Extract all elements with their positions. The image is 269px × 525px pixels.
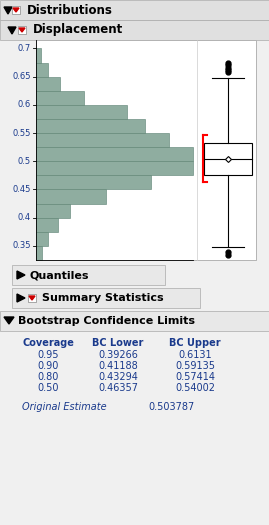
Text: BC Lower: BC Lower bbox=[92, 338, 144, 348]
Text: 0.55: 0.55 bbox=[13, 129, 31, 138]
Bar bbox=[0, 0, 269, 20]
Bar bbox=[36, 77, 60, 91]
Bar bbox=[36, 147, 193, 161]
Bar bbox=[12, 6, 20, 14]
Polygon shape bbox=[19, 28, 25, 32]
Polygon shape bbox=[17, 271, 25, 279]
Text: 0.45: 0.45 bbox=[13, 185, 31, 194]
Bar bbox=[12, 288, 200, 308]
Bar bbox=[36, 119, 145, 133]
Polygon shape bbox=[4, 7, 12, 14]
Bar bbox=[36, 190, 106, 204]
Text: Summary Statistics: Summary Statistics bbox=[42, 293, 164, 303]
Bar bbox=[18, 26, 26, 34]
Bar bbox=[204, 143, 252, 175]
Text: 0.59135: 0.59135 bbox=[175, 361, 215, 371]
Text: 0.6: 0.6 bbox=[18, 100, 31, 109]
Text: 0.54002: 0.54002 bbox=[175, 383, 215, 393]
Text: 0.4: 0.4 bbox=[18, 213, 31, 222]
Text: 0.95: 0.95 bbox=[37, 350, 59, 360]
Bar bbox=[36, 232, 48, 246]
Bar bbox=[36, 105, 127, 119]
Text: 0.90: 0.90 bbox=[37, 361, 59, 371]
Text: 0.6131: 0.6131 bbox=[178, 350, 212, 360]
Bar bbox=[36, 161, 193, 175]
Text: 0.41188: 0.41188 bbox=[98, 361, 138, 371]
Text: 0.43294: 0.43294 bbox=[98, 372, 138, 382]
Text: Original Estimate: Original Estimate bbox=[22, 402, 107, 412]
Text: 0.65: 0.65 bbox=[12, 72, 31, 81]
Bar bbox=[0, 311, 269, 331]
Bar bbox=[36, 91, 84, 105]
Text: Displacement: Displacement bbox=[33, 24, 123, 37]
Text: 0.5: 0.5 bbox=[18, 157, 31, 166]
Bar bbox=[36, 246, 42, 260]
Polygon shape bbox=[8, 27, 16, 34]
Bar bbox=[0, 20, 269, 40]
Text: Quantiles: Quantiles bbox=[29, 270, 89, 280]
Bar bbox=[12, 265, 165, 285]
Text: Coverage: Coverage bbox=[22, 338, 74, 348]
Text: Distributions: Distributions bbox=[27, 4, 113, 16]
Text: 0.46357: 0.46357 bbox=[98, 383, 138, 393]
Bar bbox=[36, 48, 41, 62]
Bar bbox=[36, 40, 256, 260]
Text: 0.503787: 0.503787 bbox=[148, 402, 194, 412]
Text: 0.80: 0.80 bbox=[37, 372, 59, 382]
Polygon shape bbox=[17, 294, 25, 302]
Polygon shape bbox=[13, 8, 19, 12]
Bar bbox=[36, 133, 169, 147]
Text: 0.7: 0.7 bbox=[18, 44, 31, 53]
Text: 0.50: 0.50 bbox=[37, 383, 59, 393]
Bar bbox=[36, 204, 70, 218]
Polygon shape bbox=[29, 296, 35, 300]
Text: 0.35: 0.35 bbox=[12, 242, 31, 250]
Text: 0.57414: 0.57414 bbox=[175, 372, 215, 382]
Bar bbox=[36, 62, 48, 77]
Text: 0.39266: 0.39266 bbox=[98, 350, 138, 360]
Polygon shape bbox=[4, 317, 14, 324]
Text: Bootstrap Confidence Limits: Bootstrap Confidence Limits bbox=[18, 316, 195, 326]
Bar bbox=[28, 294, 36, 302]
Bar bbox=[36, 218, 58, 232]
Bar bbox=[36, 175, 151, 190]
Text: BC Upper: BC Upper bbox=[169, 338, 221, 348]
